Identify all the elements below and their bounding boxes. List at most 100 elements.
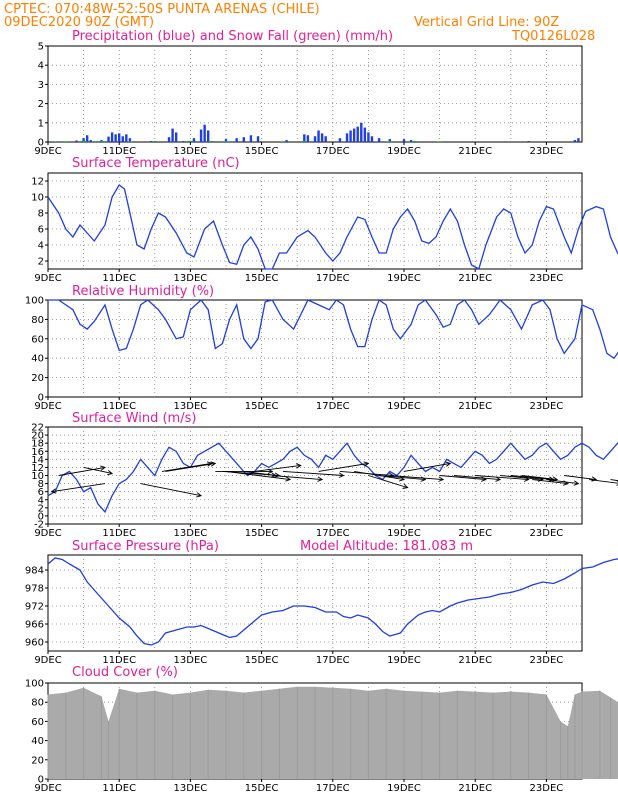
pres-frame <box>47 554 583 652</box>
model-altitude-label: Model Altitude: 181.083 m <box>300 539 473 554</box>
cloud-cover-bar <box>243 692 245 779</box>
precipitation-title: Precipitation (blue) and Snow Fall (gree… <box>72 29 393 44</box>
cloud-cover-bar <box>189 692 191 779</box>
precipitation-bar <box>242 137 245 142</box>
cloud-xtick-label: 19DEC <box>387 783 421 794</box>
wind-arrow <box>379 475 426 480</box>
wind-ytick-label: 16 <box>31 447 44 458</box>
wind-arrow <box>521 475 558 480</box>
rh-xtick-label: 11DEC <box>102 401 136 412</box>
precipitation-panel: Precipitation (blue) and Snow Fall (gree… <box>34 29 583 157</box>
precip-ytick-label: 5 <box>38 42 44 53</box>
wind-ytick-label: 8 <box>38 479 44 490</box>
cloud-cover-bar <box>108 721 110 779</box>
cloud-xtick-label: 13DEC <box>174 783 208 794</box>
cloud-cover-bar <box>278 688 280 779</box>
wind-arrow-head <box>206 461 213 467</box>
snowfall-bar <box>151 141 158 142</box>
temp-xtick-label: 23DEC <box>530 273 564 284</box>
cloud-cover-bar <box>439 692 441 779</box>
precipitation-bar <box>303 134 306 142</box>
precipitation-bar <box>356 126 359 142</box>
pres-xtick-label: 11DEC <box>102 655 136 666</box>
precipitation-bar <box>110 132 114 142</box>
snowfall-bar <box>126 141 133 142</box>
cloud-cover-bar <box>136 692 138 779</box>
pres-xtick-label: 17DEC <box>316 655 350 666</box>
pres-xtick-label: 13DEC <box>174 655 208 666</box>
humidity-title: Relative Humidity (%) <box>72 284 214 299</box>
rh-xtick-label: 13DEC <box>174 401 208 412</box>
pres-ytick-label: 984 <box>25 566 44 577</box>
rh-ytick-label: 80 <box>31 315 44 326</box>
rh-xtick-label: 15DEC <box>245 401 279 412</box>
header-code: TQ0126L028 <box>511 29 595 44</box>
wind-arrow <box>475 475 529 480</box>
cloud-cover-bar <box>47 694 49 779</box>
wind-arrow-head <box>295 463 302 469</box>
snowfall-bar <box>301 141 308 142</box>
precipitation-bar <box>89 140 92 142</box>
snowfall-bar <box>386 141 393 142</box>
temp-line <box>47 184 618 270</box>
wind-arrow <box>140 483 202 497</box>
wind-arrow-head <box>591 476 598 482</box>
rh-line <box>48 298 618 360</box>
pres-line <box>47 557 618 646</box>
pres-ytick-label: 960 <box>25 638 44 649</box>
wind-ytick-label: 10 <box>31 471 44 482</box>
wind-arrow <box>243 471 276 476</box>
precip-ytick-label: 2 <box>38 99 44 110</box>
wind-line <box>47 442 618 514</box>
cloud-cover-bar <box>574 694 576 779</box>
header-line1: CPTEC: 070:48W-52:50S PUNTA ARENAS (CHIL… <box>4 2 320 17</box>
cloud-cover-bar <box>332 687 334 779</box>
cloud-cover-bar <box>314 686 316 779</box>
wind-arrow <box>282 471 344 476</box>
wind-arrow <box>439 475 486 480</box>
rh-ytick-label: 20 <box>31 373 44 384</box>
precipitation-bar <box>320 133 324 142</box>
precipitation-bar <box>150 141 153 142</box>
wind-arrow <box>564 475 597 480</box>
wind-arrow <box>510 475 554 480</box>
precipitation-bar <box>360 122 363 142</box>
cloud-cover-bar <box>350 688 352 779</box>
precipitation-bar <box>199 129 203 142</box>
temp-ytick-label: 12 <box>31 177 44 188</box>
header-grid-note: Vertical Grid Line: 90Z <box>414 15 559 30</box>
precipitation-bar <box>370 136 374 142</box>
cloud-ytick-label: 80 <box>31 698 44 709</box>
precipitation-bar <box>527 141 530 142</box>
wind-arrow <box>318 462 369 472</box>
cloud-cover-bar <box>172 694 174 779</box>
cloud-cover-bar <box>403 690 405 779</box>
wind-arrow <box>225 471 291 480</box>
rh-ytick-label: 100 <box>25 296 44 307</box>
pres-xtick-label: 23DEC <box>530 655 564 666</box>
cloud-cover-bar <box>528 692 530 779</box>
precipitation-bar <box>388 139 391 142</box>
precipitation-bar <box>118 133 121 142</box>
cloud-cover-bar <box>474 691 476 779</box>
temp-xtick-label: 21DEC <box>458 273 492 284</box>
wind-arrow <box>254 464 301 472</box>
cloud-ytick-label: 40 <box>31 736 44 747</box>
snowfall-bar <box>279 141 286 142</box>
precip-xtick-label: 11DEC <box>102 146 136 157</box>
precipitation-bar <box>409 140 413 142</box>
wind-ytick-label: 2 <box>38 503 44 514</box>
cloud-cover-bar <box>207 689 209 779</box>
precipitation-bar <box>107 136 110 142</box>
cloud-cover-bar <box>609 697 611 779</box>
wind-arrow <box>500 475 543 480</box>
rh-ytick-label: 40 <box>31 354 44 365</box>
snowfall-bar <box>62 141 69 142</box>
wind-arrow <box>403 462 451 472</box>
precipitation-bar <box>75 140 78 142</box>
precip-ytick-label: 0 <box>38 138 44 149</box>
precipitation-bar <box>402 139 406 142</box>
rh-frame <box>47 299 583 398</box>
snowfall-bar <box>411 141 418 142</box>
precip-xtick-label: 19DEC <box>387 146 421 157</box>
